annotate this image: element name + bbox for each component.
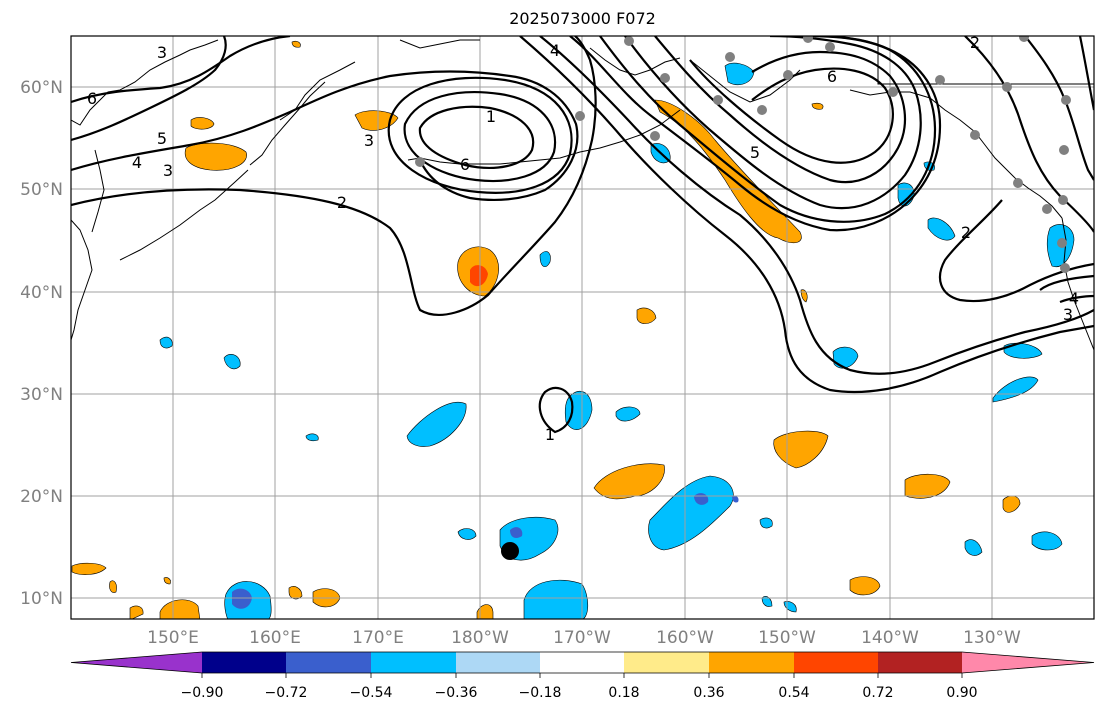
colorbar-segment	[71, 652, 202, 673]
colorbar-tick-label: −0.90	[181, 685, 224, 701]
colorbar-tick-labels: −0.90 −0.72 −0.54 −0.36 −0.18 0.18 0.36 …	[181, 685, 978, 701]
map-frame	[70, 35, 1095, 620]
lon-label: 140°W	[861, 628, 919, 648]
longitude-labels: 150°E 160°E 170°E 180°W 170°W 160°W 150°…	[147, 628, 1021, 648]
colorbar-tick-label: 0.54	[778, 685, 809, 701]
strong-positive-areas	[470, 265, 488, 287]
contour-label: 2	[970, 33, 980, 52]
contour-label: 3	[364, 131, 374, 150]
contour-label: 3	[1063, 305, 1073, 324]
colorbar-segment	[371, 652, 456, 673]
lat-label: 60°N	[20, 78, 63, 98]
contour-label: 6	[460, 155, 470, 174]
contour-label: 4	[550, 41, 560, 60]
colorbar-tick-label: 0.36	[693, 685, 724, 701]
contour-lines	[71, 36, 1094, 434]
negative-anomaly-areas	[159, 62, 1075, 619]
colorbar-tick-label: 0.90	[946, 685, 977, 701]
lon-label: 150°E	[147, 628, 199, 648]
map-title: 2025073000 F072	[509, 9, 656, 28]
contour-label: 2	[337, 193, 347, 212]
contour-label: 4	[132, 153, 142, 172]
lat-label: 10°N	[20, 589, 63, 609]
contour-label: 3	[163, 161, 173, 180]
colorbar-segment	[456, 652, 540, 673]
contour-label: 6	[87, 89, 97, 108]
lon-label: 160°E	[249, 628, 301, 648]
contour-label: 1	[486, 107, 496, 126]
contour-label: 1	[545, 425, 555, 444]
colorbar-tick-label: −0.54	[350, 685, 393, 701]
colorbar-segment	[286, 652, 371, 673]
colorbar-tick-label: −0.36	[435, 685, 478, 701]
colorbar-segment	[962, 652, 1094, 673]
colorbar-tick-label: 0.72	[862, 685, 893, 701]
colorbar-tick-label: 0.18	[608, 685, 639, 701]
colorbar-segment	[624, 652, 709, 673]
station-markers	[415, 36, 1071, 273]
latitude-labels: 60°N 50°N 40°N 30°N 20°N 10°N	[20, 78, 63, 609]
colorbar-segment	[709, 652, 794, 673]
contour-label: 5	[157, 129, 167, 148]
contour-labels: 3 6 5 4 3 2 3 6 4 1 5 6 2 1 2 4 3	[87, 33, 1079, 444]
colorbar-segment	[540, 652, 624, 673]
lat-label: 40°N	[20, 283, 63, 303]
lat-label: 30°N	[20, 385, 63, 405]
lon-label: 160°W	[656, 628, 714, 648]
lon-label: 130°W	[963, 628, 1021, 648]
storm-position-marker	[501, 542, 519, 560]
contour-label: 3	[157, 43, 167, 62]
lat-label: 20°N	[20, 487, 63, 507]
lat-label: 50°N	[20, 180, 63, 200]
colorbar-segment	[794, 652, 878, 673]
contour-label: 2	[961, 223, 971, 242]
contour-label: 4	[1069, 289, 1079, 308]
lon-label: 170°W	[553, 628, 611, 648]
strong-negative-areas	[232, 493, 739, 609]
colorbar-tick-label: −0.18	[519, 685, 562, 701]
colorbar-segment	[878, 652, 962, 673]
graticule	[71, 36, 1094, 619]
lon-label: 170°E	[352, 628, 404, 648]
colorbar-tick-label: −0.72	[265, 685, 308, 701]
contour-label: 5	[750, 143, 760, 162]
colorbar	[70, 651, 1095, 678]
contour-label: 6	[827, 67, 837, 86]
lon-label: 180°W	[451, 628, 509, 648]
colorbar-segment	[202, 652, 286, 673]
lon-label: 150°W	[758, 628, 816, 648]
